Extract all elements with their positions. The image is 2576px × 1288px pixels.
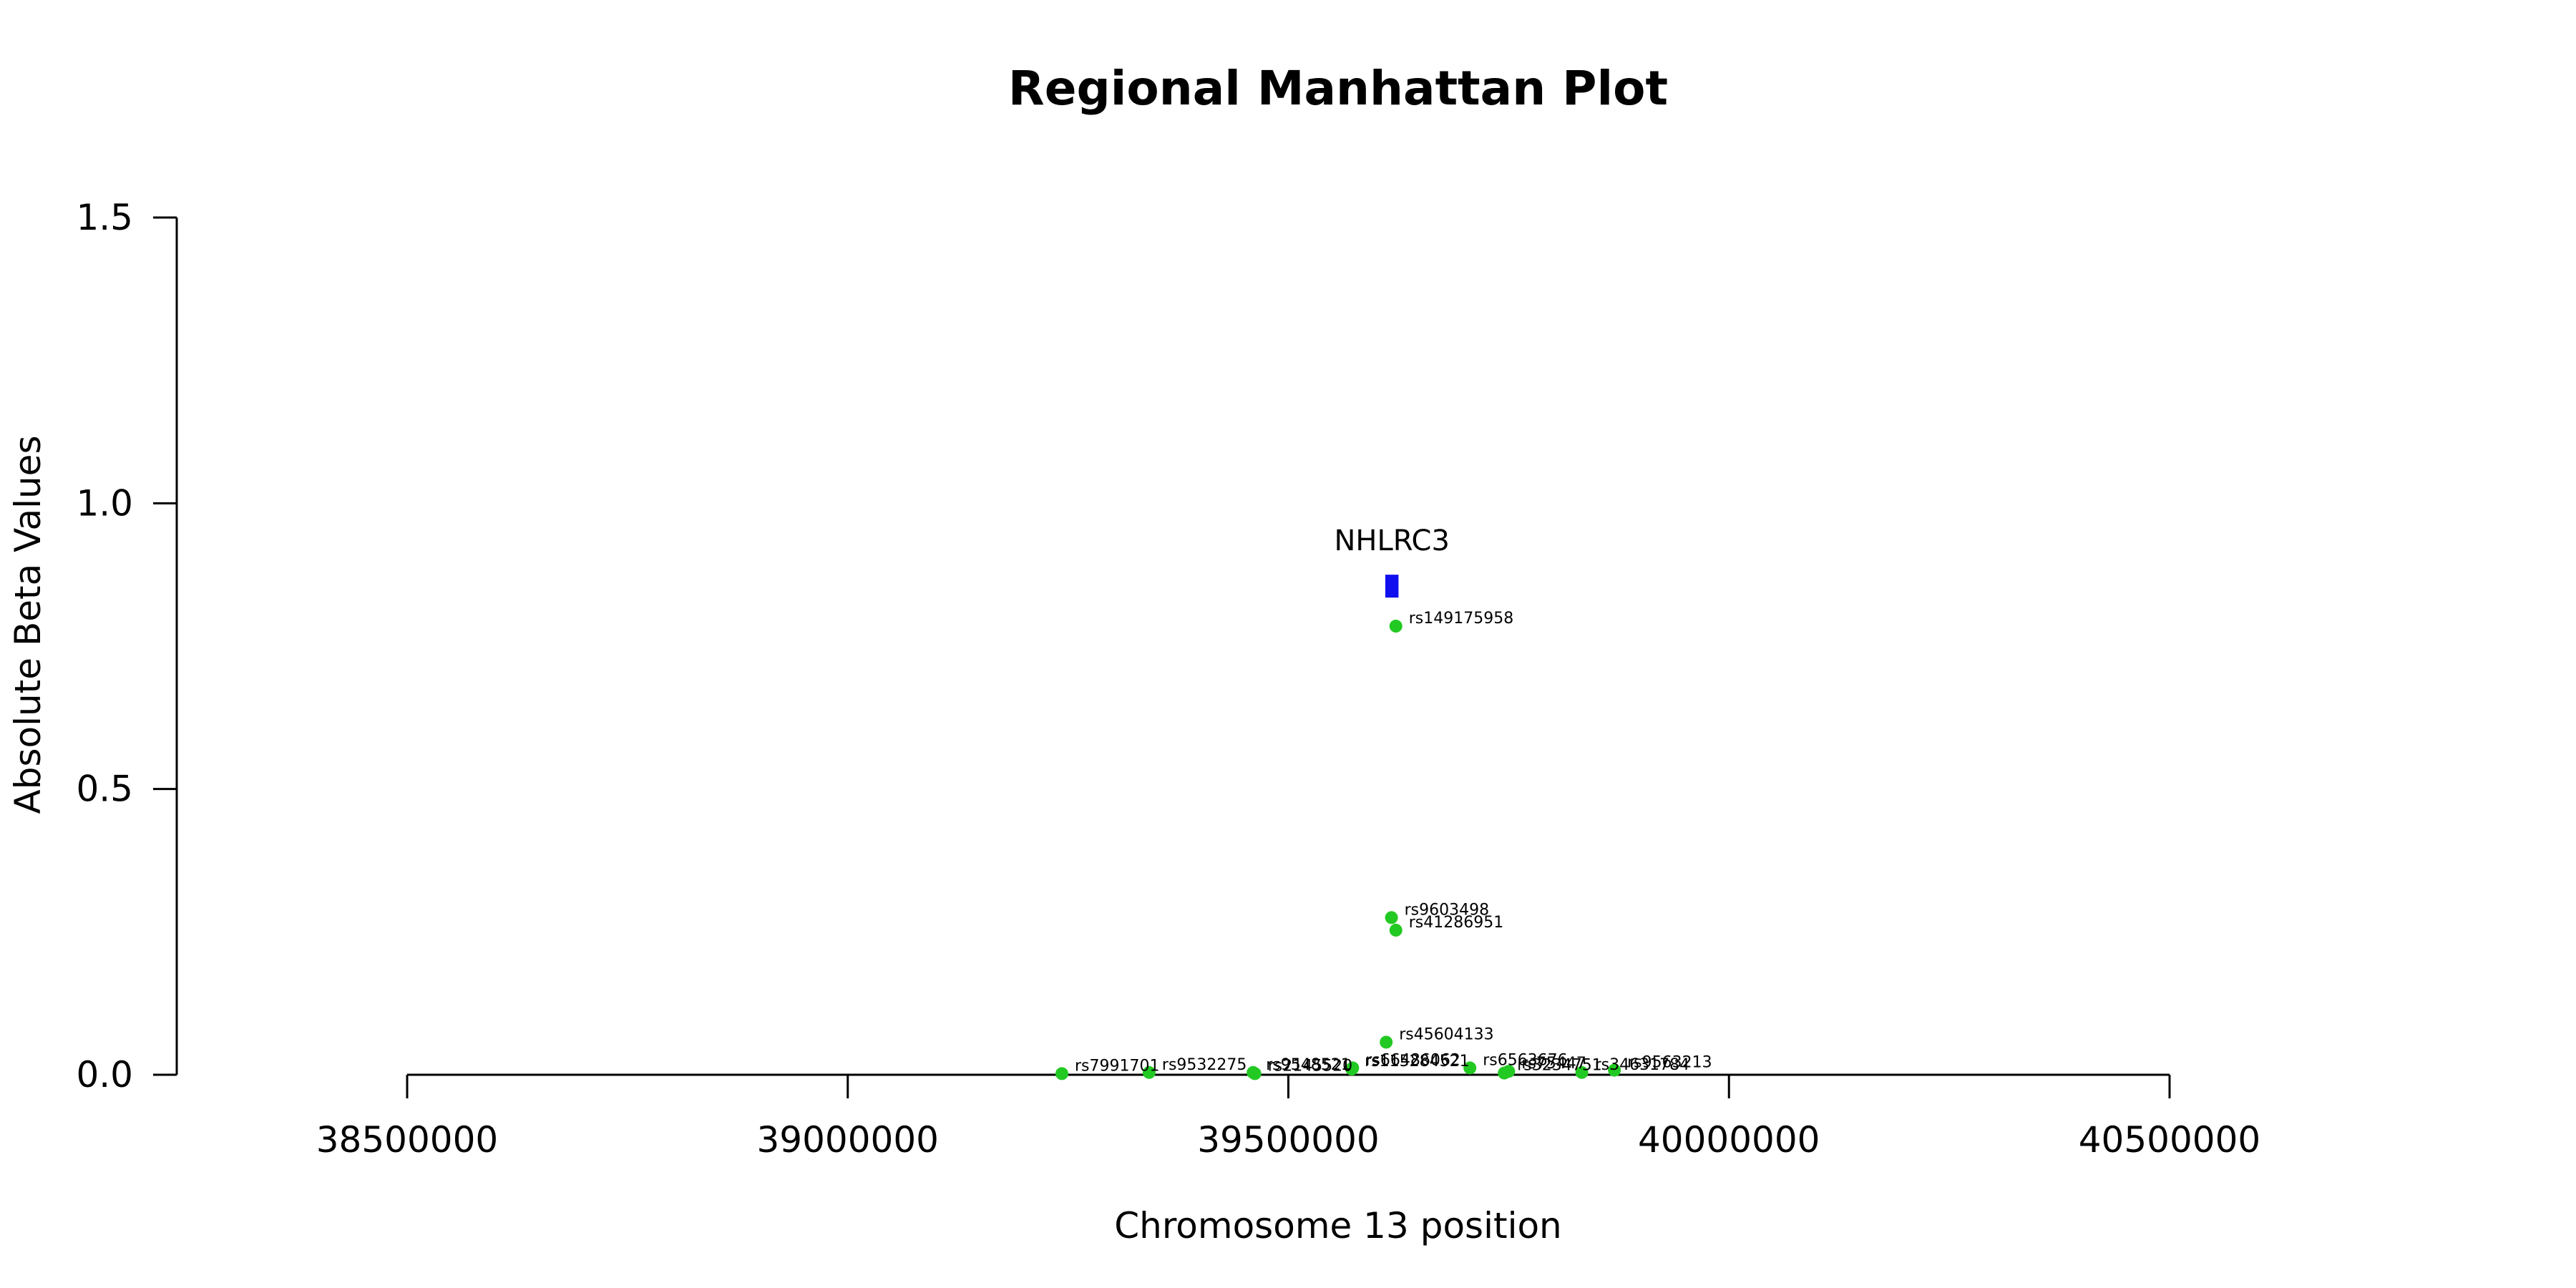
x-axis-ticks: 38500000 39000000 39500000 40000000 40500000 [316,1075,2261,1161]
snp-label: rs149175958 [1409,610,1513,628]
snp-label: rs34631784 [1595,1056,1689,1074]
snp-point [1575,1065,1589,1079]
snp-point [1608,1063,1621,1077]
snp-point [1389,923,1402,937]
snp-point [1385,911,1398,924]
snp-label: rs45604133 [1399,1025,1493,1043]
y-tick-label: 1.5 [76,197,133,238]
snp-point [1055,1067,1069,1080]
snp-label: rs75447 [1521,1055,1586,1073]
chart-title: Regional Manhattan Plot [1008,61,1668,116]
gene-marker-nhlrc3 [1385,575,1399,598]
y-axis-label: Absolute Beta Values [7,436,49,814]
snp-point [1380,1035,1393,1049]
snp-label: rs7991701 [1075,1057,1160,1075]
snp-label: rs115284521 [1365,1053,1469,1070]
snp-label: rs3234751 [1517,1057,1602,1075]
snp-label: rs6563676 [1483,1051,1568,1069]
snp-label: rs66486062 [1365,1051,1460,1069]
snp-label: rs9603498 [1405,901,1490,919]
x-tick-label: 40000000 [1638,1119,1820,1161]
snp-point [1142,1065,1156,1079]
snp-label: rs9532275 [1162,1056,1247,1074]
snp-point [1345,1063,1359,1076]
snp-label: rs2145520 [1268,1057,1353,1075]
snp-point [1498,1066,1511,1080]
snp-point [1463,1061,1477,1075]
y-tick-label: 1.0 [76,482,133,524]
x-tick-label: 38500000 [316,1119,499,1161]
gene-label: NHLRC3 [1334,525,1449,557]
snp-point [1389,620,1402,633]
x-axis-label: Chromosome 13 position [1114,1205,1562,1246]
snp-label: rs9548521 [1266,1056,1351,1074]
snp-label: rs41286951 [1409,914,1503,932]
x-tick-label: 39500000 [1197,1119,1380,1161]
y-tick-label: 0.5 [76,769,133,810]
snp-label: rs9563213 [1627,1054,1712,1072]
snp-point [1248,1067,1262,1080]
snp-points [1055,620,1621,1080]
y-tick-label: 0.0 [76,1054,133,1096]
x-tick-label: 40500000 [2079,1119,2261,1161]
x-tick-label: 39000000 [757,1119,940,1161]
y-axis-ticks: 0.0 0.5 1.0 1.5 [76,197,177,1096]
